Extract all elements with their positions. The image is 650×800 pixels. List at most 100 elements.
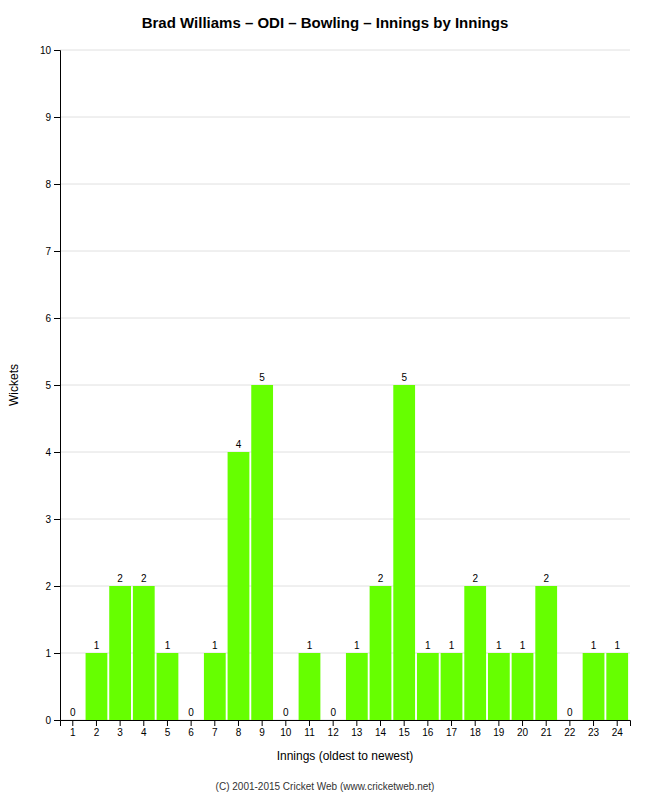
bar	[204, 653, 226, 720]
data-label: 2	[378, 573, 384, 584]
y-tick: 2	[45, 581, 60, 592]
x-axis-label: Innings (oldest to newest)	[277, 749, 414, 763]
tick-mark	[475, 720, 476, 726]
tick-label: 13	[351, 727, 363, 738]
bar	[512, 653, 534, 720]
y-tick: 7	[45, 246, 60, 257]
x-tick: 20	[517, 720, 529, 738]
grid-line	[60, 50, 630, 51]
data-label: 5	[401, 372, 407, 383]
tick-mark	[309, 720, 310, 726]
bar	[251, 385, 273, 720]
tick-mark	[522, 720, 523, 726]
y-tick: 3	[45, 514, 60, 525]
tick-mark	[356, 720, 357, 726]
data-label: 2	[117, 573, 123, 584]
data-label: 1	[354, 640, 360, 651]
tick-mark	[238, 720, 239, 726]
x-tick: 2	[94, 720, 100, 738]
tick-mark	[427, 720, 428, 726]
tick-label: 14	[375, 727, 387, 738]
bar	[441, 653, 463, 720]
data-label: 0	[70, 707, 76, 718]
tick-label: 6	[188, 727, 194, 738]
x-tick: 14	[375, 720, 387, 738]
tick-mark	[54, 385, 60, 386]
data-labels: 012210145010125112112011	[70, 372, 620, 718]
bars	[86, 385, 629, 720]
tick-label: 7	[212, 727, 218, 738]
tick-label: 15	[399, 727, 411, 738]
tick-label: 10	[40, 45, 52, 56]
tick-label: 1	[70, 727, 76, 738]
tick-label: 8	[45, 179, 51, 190]
data-label: 0	[188, 707, 194, 718]
tick-label: 2	[45, 581, 51, 592]
tick-mark	[54, 117, 60, 118]
data-label: 2	[472, 573, 478, 584]
tick-mark	[120, 720, 121, 726]
tick-label: 3	[117, 727, 123, 738]
bar	[133, 586, 155, 720]
tick-label: 21	[541, 727, 553, 738]
x-tick: 24	[612, 720, 624, 738]
axis-domain	[54, 51, 61, 721]
x-tick: 12	[328, 720, 340, 738]
x-tick: 4	[141, 720, 147, 738]
tick-mark	[333, 720, 334, 726]
tick-mark	[380, 720, 381, 726]
y-axis: 012345678910	[40, 45, 61, 726]
tick-label: 17	[446, 727, 458, 738]
x-tick: 8	[236, 720, 242, 738]
data-label: 1	[614, 640, 620, 651]
x-tick: 5	[165, 720, 171, 738]
bar	[180, 720, 202, 721]
x-tick: 3	[117, 720, 123, 738]
tick-label: 5	[45, 380, 51, 391]
tick-label: 9	[259, 727, 265, 738]
plot: 0122101450101251121120111234567891011121…	[40, 45, 631, 738]
x-axis: 123456789101112131415161718192021222324	[61, 720, 631, 738]
tick-label: 22	[564, 727, 576, 738]
x-tick: 22	[564, 720, 576, 738]
grid-line	[60, 452, 630, 453]
x-tick: 17	[446, 720, 458, 738]
tick-mark	[143, 720, 144, 726]
tick-mark	[54, 184, 60, 185]
x-tick: 1	[70, 720, 76, 738]
tick-label: 12	[328, 727, 340, 738]
y-tick: 10	[40, 45, 60, 56]
tick-mark	[569, 720, 570, 726]
y-tick: 6	[45, 313, 60, 324]
bar	[157, 653, 179, 720]
bar	[393, 385, 415, 720]
data-label: 0	[283, 707, 289, 718]
x-tick: 9	[259, 720, 265, 738]
tick-label: 24	[612, 727, 624, 738]
tick-label: 4	[45, 447, 51, 458]
tick-label: 2	[94, 727, 100, 738]
bar	[109, 586, 131, 720]
tick-mark	[54, 586, 60, 587]
bar	[606, 653, 628, 720]
x-tick: 6	[188, 720, 194, 738]
x-tick: 15	[399, 720, 411, 738]
tick-mark	[54, 720, 60, 721]
tick-label: 23	[588, 727, 600, 738]
data-label: 1	[449, 640, 455, 651]
grid	[60, 50, 630, 720]
axis-domain	[61, 721, 631, 727]
data-label: 1	[496, 640, 502, 651]
data-label: 1	[165, 640, 171, 651]
tick-mark	[54, 251, 60, 252]
tick-label: 7	[45, 246, 51, 257]
x-tick: 23	[588, 720, 600, 738]
data-label: 0	[567, 707, 573, 718]
tick-mark	[167, 720, 168, 726]
x-tick: 13	[351, 720, 363, 738]
y-tick: 1	[45, 648, 60, 659]
bar	[488, 653, 510, 720]
x-tick: 18	[470, 720, 482, 738]
grid-line	[60, 519, 630, 520]
x-tick: 21	[541, 720, 553, 738]
